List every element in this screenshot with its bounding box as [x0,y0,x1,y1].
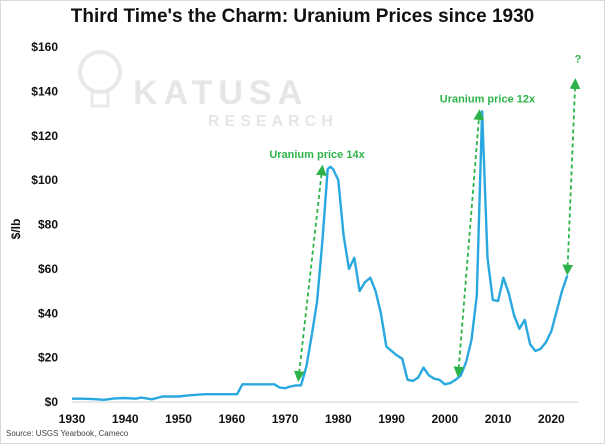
y-tick-label: $0 [45,395,59,409]
annotation-arrow [562,78,581,276]
watermark-line1: KATUSA [133,74,308,112]
x-tick-label: 2020 [538,412,565,426]
annotation-label: ? [575,54,582,66]
y-tick-label: $120 [31,129,58,143]
x-tick-label: 1950 [165,412,192,426]
annotation-arrow [293,164,327,382]
y-tick-label: $80 [38,218,58,232]
annotation-label: Uranium price 14x [269,149,365,161]
y-tick-label: $160 [31,40,58,54]
series-layer [72,110,569,401]
y-tick-label: $60 [38,262,58,276]
source-note: Source: USGS Yearbook, Cameco [6,429,129,438]
x-tick-label: 1980 [325,412,352,426]
annotation-label: Uranium price 12x [440,93,536,105]
x-axis: 1930 1940 1950 1960 1970 1980 1990 2000 2010 2020 [59,401,578,426]
x-tick-label: 1940 [112,412,139,426]
x-tick-label: 2010 [485,412,512,426]
annotations-layer: Uranium price 14x Uranium price 12x? [269,54,582,382]
x-tick-label: 1930 [59,412,86,426]
chart-title: Third Time's the Charm: Uranium Prices s… [70,6,535,27]
katusa-watermark: KATUSA RESEARCH [78,50,338,130]
annotation-arrow [453,109,485,378]
y-tick-label: $100 [31,173,58,187]
x-tick-label: 1990 [378,412,405,426]
x-tick-label: 1970 [272,412,299,426]
y-tick-label: $40 [38,306,58,320]
x-tick-label: 2000 [431,412,458,426]
y-tick-label: $20 [38,351,58,365]
y-axis: $0 $20 $40 $60 $80 $100 $120 $140 $160 [31,40,58,409]
price-line [72,110,569,401]
y-tick-label: $140 [31,84,58,98]
watermark-line2: RESEARCH [208,113,338,130]
y-axis-label: $/lb [9,219,23,240]
x-tick-label: 1960 [218,412,245,426]
